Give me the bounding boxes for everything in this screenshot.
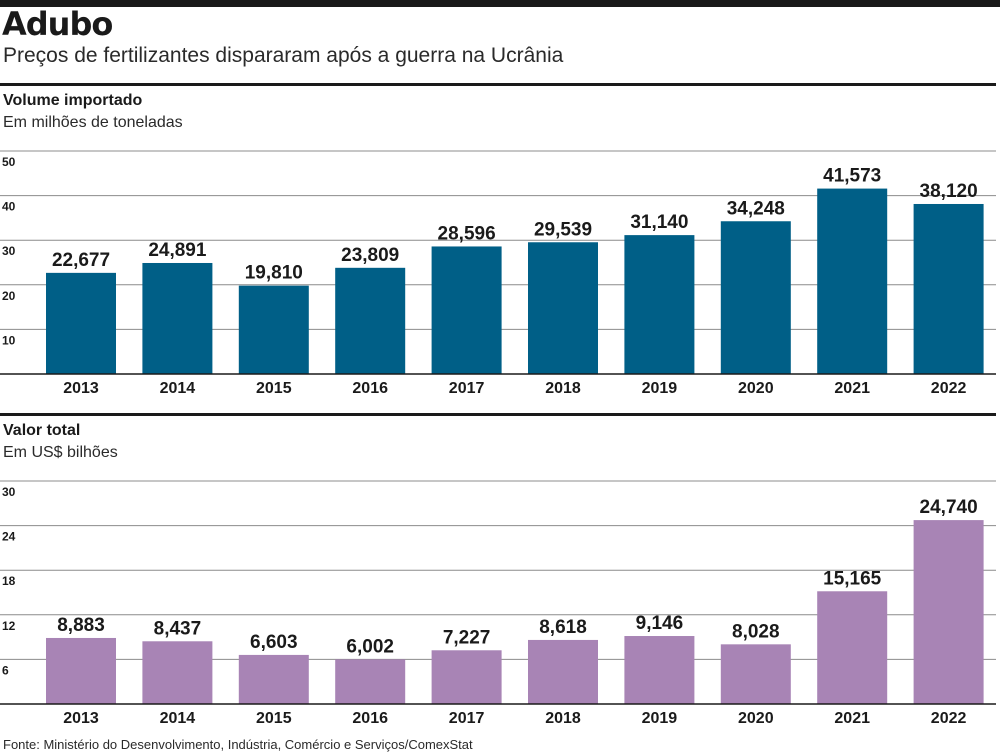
volume-data-label-2015: 19,810	[245, 263, 303, 284]
value-data-label-2021: 15,165	[823, 568, 882, 589]
value-y-tick-label: 30	[2, 485, 16, 499]
volume-data-label-2013: 22,677	[52, 250, 110, 271]
value-data-label-2019: 9,146	[636, 613, 684, 634]
volume-x-tick-label-2014: 2014	[160, 380, 196, 397]
value-x-tick-label-2020: 2020	[738, 710, 774, 727]
top-bar	[0, 0, 1000, 7]
value-y-tick-label: 12	[2, 619, 16, 633]
value-bar-2017	[431, 650, 502, 704]
volume-data-label-2016: 23,809	[341, 245, 399, 266]
volume-data-label-2018: 29,539	[534, 219, 592, 240]
value-x-tick-label-2019: 2019	[642, 710, 678, 727]
volume-x-tick-label-2016: 2016	[352, 380, 388, 397]
value-y-tick-label: 6	[2, 663, 9, 677]
volume-y-tick-label: 40	[2, 200, 16, 214]
value-bar-2021	[817, 591, 888, 704]
volume-data-label-2022: 38,120	[920, 181, 978, 202]
value-x-tick-label-2017: 2017	[449, 710, 485, 727]
volume-y-tick-label: 20	[2, 289, 16, 303]
value-x-tick-label-2016: 2016	[352, 710, 388, 727]
value-data-label-2020: 8,028	[732, 621, 780, 642]
volume-bar-2019	[624, 235, 695, 374]
value-bar-2020	[720, 644, 791, 704]
volume-data-label-2020: 34,248	[727, 198, 785, 219]
volume-y-tick-label: 10	[2, 333, 16, 347]
value-chart-title: Valor total	[3, 422, 81, 439]
value-x-tick-label-2013: 2013	[63, 710, 99, 727]
volume-data-label-2021: 41,573	[823, 166, 881, 187]
value-bar-2014	[142, 641, 213, 704]
value-data-label-2017: 7,227	[443, 627, 491, 648]
value-bar-2013	[46, 637, 116, 704]
volume-data-label-2019: 31,140	[630, 212, 688, 233]
volume-data-label-2017: 28,596	[438, 223, 496, 244]
volume-bar-2014	[142, 262, 213, 374]
volume-bar-2022	[913, 203, 984, 374]
volume-data-label-2014: 24,891	[148, 240, 207, 261]
value-x-tick-label-2015: 2015	[256, 710, 292, 727]
volume-x-tick-label-2018: 2018	[545, 380, 581, 397]
volume-y-tick-label: 30	[2, 244, 16, 258]
volume-x-tick-label-2015: 2015	[256, 380, 292, 397]
volume-bar-2021	[817, 188, 888, 374]
value-bar-2016	[335, 659, 406, 704]
value-bar-chart: 6 12 18 24 30 8,883 2013 8,437 2014 6,603 2015 6,00…	[0, 480, 996, 727]
volume-y-tick-label: 50	[2, 155, 16, 169]
value-chart-unit: Em US$ bilhões	[3, 444, 118, 461]
value-data-label-2015: 6,603	[250, 632, 298, 653]
volume-x-tick-label-2019: 2019	[642, 380, 678, 397]
value-y-tick-label: 18	[2, 574, 16, 588]
subheadline: Preços de fertilizantes dispararam após …	[3, 44, 564, 67]
volume-x-tick-label-2021: 2021	[834, 380, 870, 397]
source-note: Fonte: Ministério do Desenvolvimento, In…	[3, 737, 473, 752]
volume-bar-chart: 10 20 30 40 50 22,677 2013 24,891 2014 19,810 2015…	[0, 150, 996, 397]
volume-bar-2018	[528, 242, 598, 374]
volume-x-tick-label-2022: 2022	[931, 380, 967, 397]
volume-chart-unit: Em milhões de toneladas	[3, 114, 183, 131]
volume-bar-2020	[720, 221, 791, 374]
value-data-label-2014: 8,437	[154, 618, 202, 639]
volume-chart-title: Volume importado	[3, 92, 143, 109]
value-bar-2015	[238, 654, 309, 704]
volume-x-tick-label-2017: 2017	[449, 380, 485, 397]
value-data-label-2013: 8,883	[57, 615, 105, 636]
value-x-tick-label-2022: 2022	[931, 710, 967, 727]
value-data-label-2018: 8,618	[539, 617, 587, 638]
section-rule-value	[0, 413, 996, 416]
value-data-label-2016: 6,002	[346, 636, 394, 657]
volume-bar-2013	[46, 272, 116, 374]
volume-x-tick-label-2013: 2013	[63, 380, 99, 397]
value-x-tick-label-2014: 2014	[160, 710, 196, 727]
section-rule-volume	[0, 83, 996, 86]
value-x-tick-label-2021: 2021	[834, 710, 870, 727]
volume-bar-2015	[238, 285, 309, 374]
volume-x-tick-label-2020: 2020	[738, 380, 774, 397]
value-x-tick-label-2018: 2018	[545, 710, 581, 727]
volume-bar-2016	[335, 267, 406, 374]
value-bar-2018	[528, 639, 598, 704]
volume-bar-2017	[431, 246, 502, 374]
value-y-tick-label: 24	[2, 530, 16, 544]
value-data-label-2022: 24,740	[920, 497, 978, 518]
headline: Adubo	[2, 5, 113, 43]
value-bar-2019	[624, 636, 695, 704]
value-bar-2022	[913, 520, 984, 704]
